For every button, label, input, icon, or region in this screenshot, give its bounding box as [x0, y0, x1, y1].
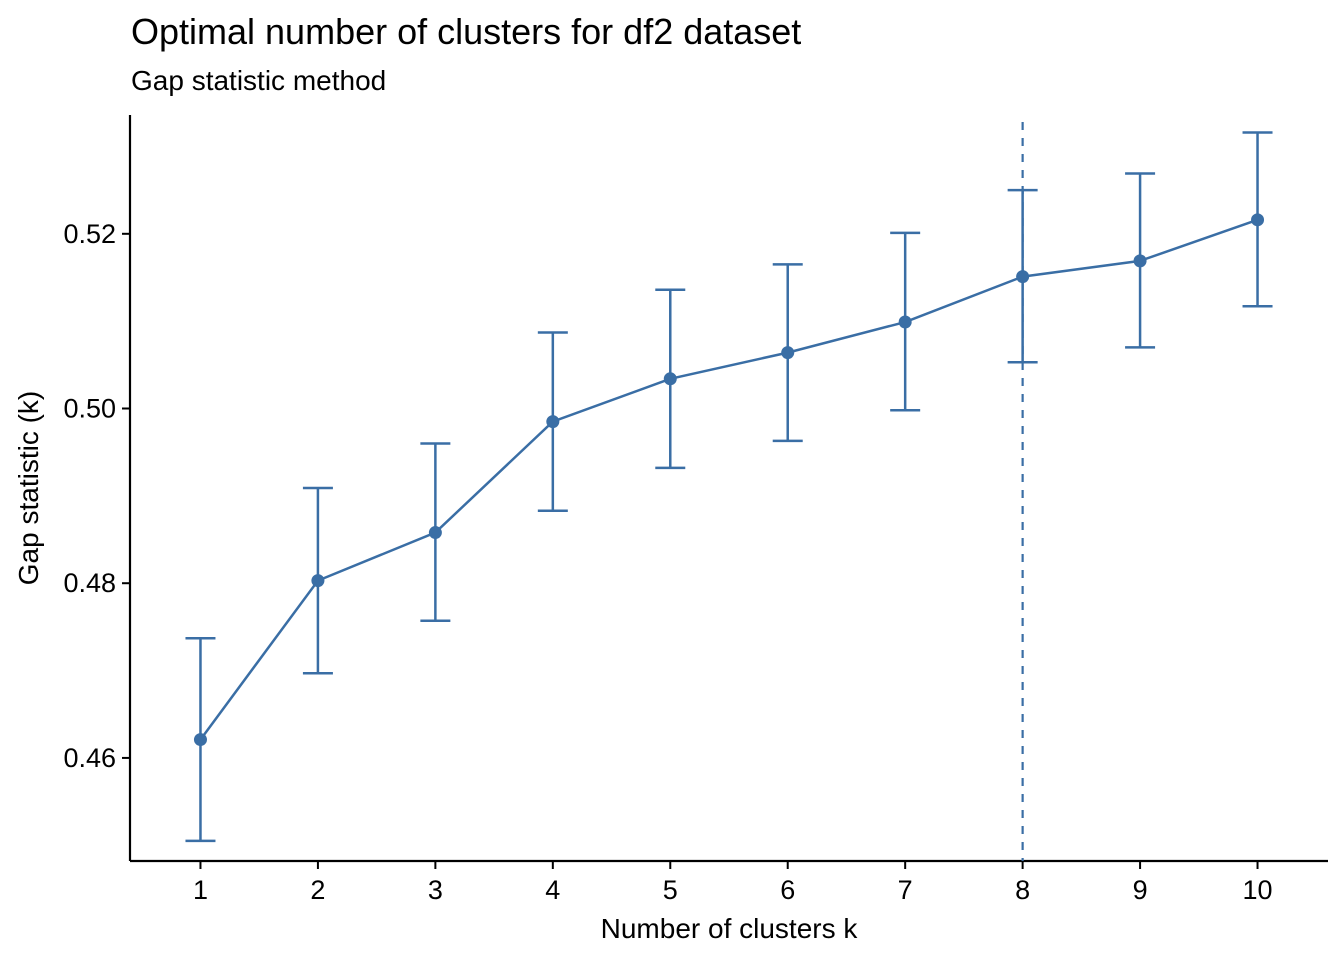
y-tick-label: 0.50 [63, 394, 116, 424]
x-axis-title: Number of clusters k [601, 913, 859, 944]
data-point [1016, 270, 1030, 284]
plot-area: 0.46 0.48 0.50 0.52 1 2 3 4 5 6 7 8 9 10 [63, 115, 1328, 905]
chart-subtitle: Gap statistic method [131, 65, 386, 96]
data-point [311, 574, 325, 588]
y-axis-title: Gap statistic (k) [13, 391, 44, 585]
error-bars [185, 131, 1273, 843]
data-point [898, 315, 912, 329]
x-tick-label: 6 [780, 875, 795, 905]
x-tick-label: 2 [310, 875, 325, 905]
y-ticks: 0.46 0.48 0.50 0.52 [63, 219, 130, 773]
series-line [199, 218, 1258, 741]
x-tick-label: 1 [193, 875, 208, 905]
data-point [1133, 254, 1147, 268]
data-point [781, 346, 795, 360]
data-points [193, 213, 1265, 747]
data-point [193, 733, 207, 747]
data-point [546, 415, 560, 429]
data-point [428, 526, 442, 540]
y-tick-label: 0.52 [63, 219, 116, 249]
x-tick-label: 5 [663, 875, 678, 905]
x-tick-label: 4 [545, 875, 560, 905]
x-tick-label: 9 [1133, 875, 1148, 905]
chart-title: Optimal number of clusters for df2 datas… [131, 11, 801, 52]
data-point [663, 372, 677, 386]
y-tick-label: 0.46 [63, 743, 116, 773]
x-tick-label: 10 [1243, 875, 1273, 905]
data-point [1251, 213, 1265, 227]
x-tick-label: 7 [898, 875, 913, 905]
y-tick-label: 0.48 [63, 568, 116, 598]
x-ticks: 1 2 3 4 5 6 7 8 9 10 [193, 861, 1273, 905]
x-tick-label: 8 [1015, 875, 1030, 905]
x-tick-label: 3 [428, 875, 443, 905]
